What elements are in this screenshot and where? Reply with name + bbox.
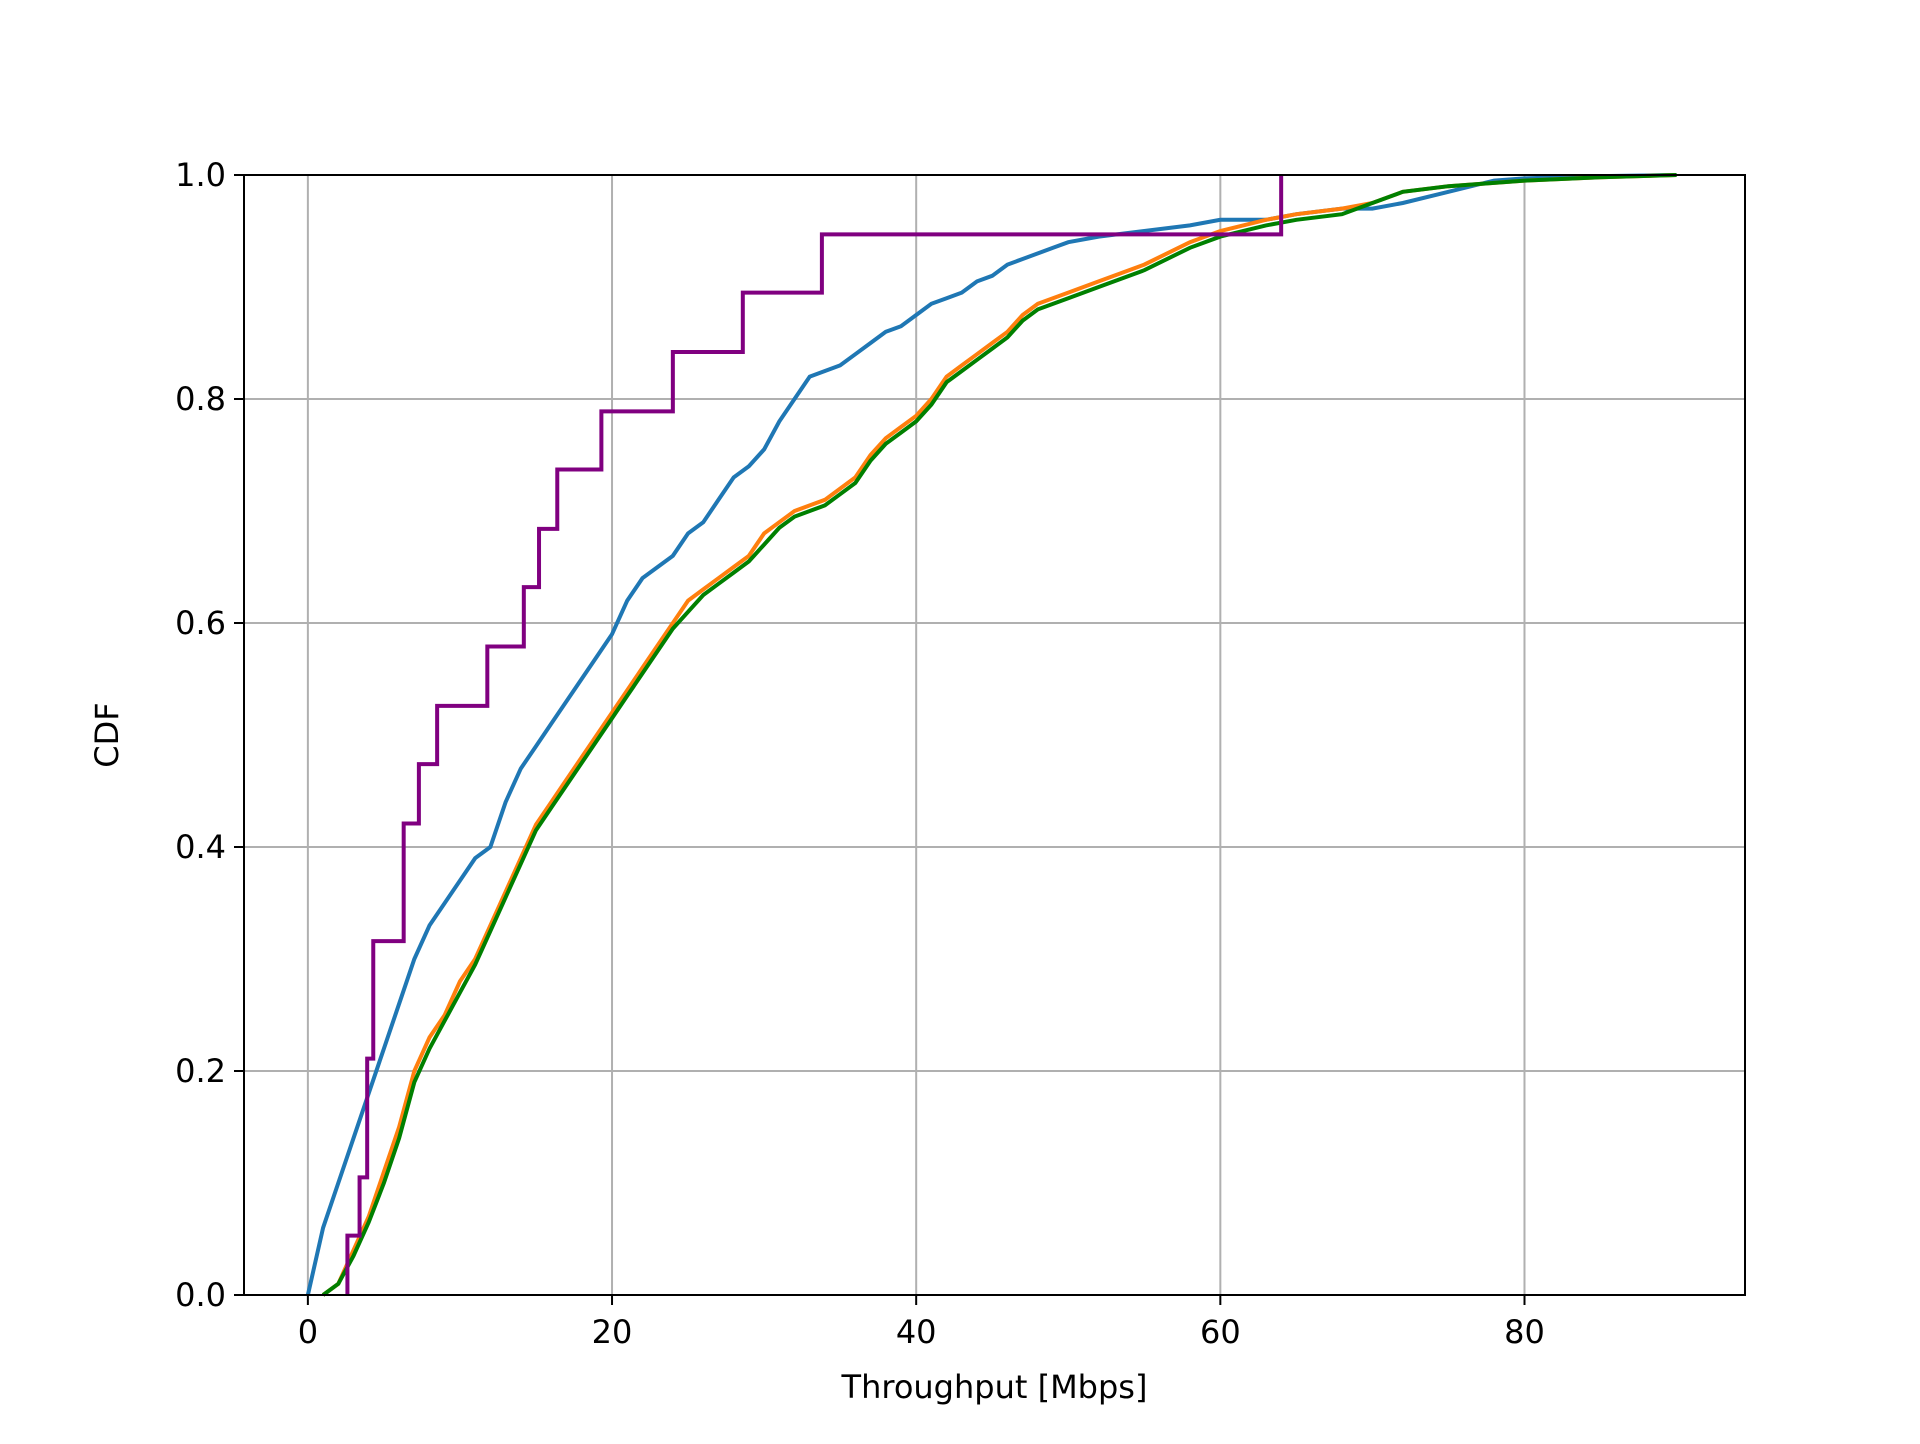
x-tick-label: 40 xyxy=(896,1313,937,1351)
data-series-layer xyxy=(305,173,1677,1297)
x-tick-label: 60 xyxy=(1200,1313,1241,1351)
y-tick-label: 0.2 xyxy=(175,1052,226,1090)
cdf-series-line-1 xyxy=(305,173,1677,1296)
axis-ticks: 0 20 40 60 80 0.0 0.2 0.4 0.6 0.8 1.0 xyxy=(175,156,1545,1351)
y-tick-label: 0.8 xyxy=(175,380,226,418)
y-tick-label: 0.6 xyxy=(175,604,226,642)
cdf-series-line-3 xyxy=(321,173,1677,1297)
axes-frame xyxy=(243,174,1746,1296)
y-axis-label: CDF xyxy=(88,702,126,767)
cdf-series-line-4 xyxy=(345,175,1284,1295)
x-tick-label: 20 xyxy=(592,1313,633,1351)
x-tick-label: 80 xyxy=(1504,1313,1545,1351)
x-tick-label: 0 xyxy=(298,1313,318,1351)
x-axis-label: Throughput [Mbps] xyxy=(841,1368,1148,1406)
cdf-series-line-2 xyxy=(321,173,1677,1297)
y-tick-label: 1.0 xyxy=(175,156,226,194)
y-tick-label: 0.4 xyxy=(175,828,226,866)
y-tick-label: 0.0 xyxy=(175,1276,226,1314)
